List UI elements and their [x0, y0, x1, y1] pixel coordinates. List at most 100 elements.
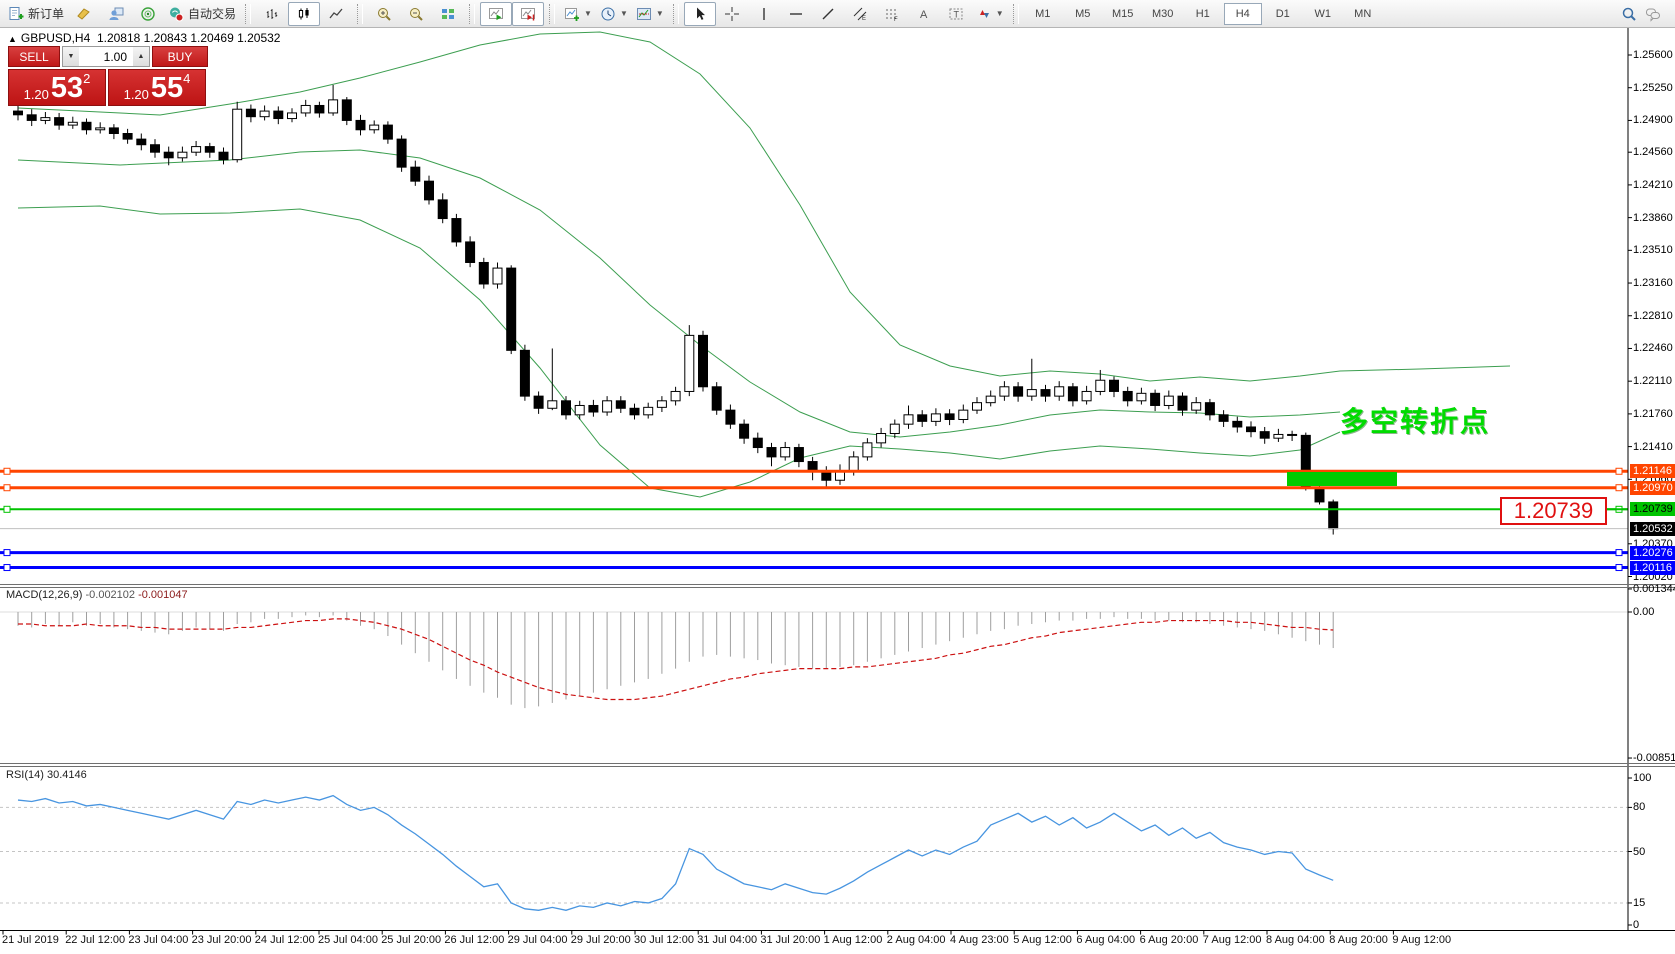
hline-1.20739[interactable] — [0, 505, 1628, 513]
candlestick-chart-button[interactable] — [288, 1, 321, 26]
candle — [382, 124, 393, 140]
candle — [917, 414, 928, 422]
timeframe-m5-button[interactable]: M5 — [1075, 7, 1091, 20]
candle — [944, 413, 955, 420]
volume-decrease-button[interactable]: ▼ — [63, 47, 79, 66]
turning-point-highlight-box[interactable] — [1287, 472, 1397, 486]
candle — [1259, 431, 1270, 439]
candles[interactable] — [13, 84, 1339, 535]
trendline-icon — [822, 8, 834, 19]
collapse-panel-arrow[interactable]: ▲ — [8, 34, 17, 44]
timeframe-m1-button[interactable]: M1 — [1035, 7, 1051, 20]
timeframe-d1-button[interactable]: D1 — [1275, 7, 1290, 20]
candle — [1122, 390, 1133, 402]
time-tick: 6 Aug 20:00 — [1139, 934, 1199, 946]
candle — [1204, 402, 1215, 416]
candle — [424, 180, 434, 201]
candle — [26, 114, 37, 121]
time-tick: 31 Jul 04:00 — [697, 934, 758, 946]
time-tick: 25 Jul 04:00 — [318, 934, 378, 946]
terminal-button[interactable] — [100, 2, 132, 26]
timeframe-h1-button[interactable]: H1 — [1195, 7, 1210, 20]
time-tick: 23 Jul 04:00 — [128, 934, 189, 946]
hline-1.20276[interactable] — [0, 549, 1628, 557]
macd-value-signal: -0.001047 — [138, 589, 188, 601]
text-tool-button[interactable]: A — [908, 2, 940, 26]
buy-price-box[interactable]: 1.20 55 4 — [108, 69, 206, 106]
volume-input[interactable] — [79, 47, 133, 66]
time-tick: 31 Jul 20:00 — [760, 934, 821, 946]
auto-scroll-button[interactable] — [480, 1, 513, 26]
tile-windows-button[interactable] — [432, 2, 464, 26]
candle — [1232, 420, 1243, 428]
chat-icon[interactable] — [1645, 6, 1661, 22]
channel-tool-button[interactable]: E — [844, 2, 876, 26]
text-icon: A — [920, 9, 928, 21]
add-indicator-button[interactable]: ▼ — [560, 2, 596, 26]
candle — [232, 108, 243, 161]
candle — [519, 349, 530, 397]
price-tag-1.20970: 1.20970 — [1630, 480, 1675, 495]
macd-title: MACD(12,26,9) — [6, 589, 83, 601]
autotrading-button[interactable]: 自动交易 — [164, 2, 240, 26]
rsi-scale-15: 15 — [1633, 896, 1646, 909]
hline-1.21146[interactable] — [0, 467, 1628, 475]
trendline-tool-button[interactable] — [812, 2, 844, 26]
toolbar-separator — [672, 3, 679, 24]
price-flag-label[interactable]: 1.20739 — [1500, 497, 1607, 525]
new-order-button[interactable]: 新订单 — [4, 2, 68, 26]
candle — [245, 108, 256, 118]
candle — [1013, 386, 1024, 397]
horizontal-line-tool-button[interactable] — [780, 2, 812, 26]
candle — [547, 400, 558, 409]
timeframe-w1-button[interactable]: W1 — [1314, 7, 1331, 20]
timeframe-mn-button[interactable]: MN — [1354, 7, 1372, 20]
candle — [410, 166, 421, 182]
fibonacci-tool-button[interactable]: F — [876, 2, 908, 26]
sell-button[interactable]: SELL — [8, 46, 60, 67]
candle — [602, 400, 613, 413]
zoom-in-button[interactable] — [368, 2, 400, 26]
hline-1.20116[interactable] — [0, 564, 1628, 572]
buy-price-main: 55 — [150, 72, 184, 104]
chart-shift-button[interactable] — [512, 1, 545, 26]
fibonacci-icon: F — [885, 9, 898, 22]
vertical-line-tool-button[interactable] — [748, 2, 780, 26]
turning-point-annotation[interactable]: 多空转折点 — [1340, 406, 1491, 437]
crosshair-tool-button[interactable] — [716, 2, 748, 26]
candle — [177, 151, 188, 159]
strategy-tester-button[interactable] — [132, 2, 164, 26]
search-icon[interactable] — [1621, 6, 1637, 22]
arrows-tool-button[interactable]: ▼ — [972, 2, 1008, 26]
rsi-value: 30.4146 — [46, 769, 87, 781]
timeframe-m15-button[interactable]: M15 — [1112, 7, 1134, 20]
sell-price-box[interactable]: 1.20 53 2 — [8, 69, 106, 106]
templates-button[interactable]: ▼ — [632, 2, 668, 26]
buy-button[interactable]: BUY — [152, 46, 208, 67]
clock-icon — [601, 7, 615, 20]
cursor-tool-button[interactable] — [683, 1, 716, 26]
timeframe-h4-button[interactable]: H4 — [1223, 2, 1262, 25]
time-tick: 29 Jul 20:00 — [570, 934, 631, 946]
periods-button[interactable]: ▼ — [596, 2, 632, 26]
bollinger-middle-band — [17, 149, 1341, 438]
price-tick-1.22460: 1.22460 — [1633, 342, 1673, 355]
timeframe-m30-button[interactable]: M30 — [1152, 7, 1174, 20]
bar-chart-button[interactable] — [256, 2, 288, 26]
strategy-tester-icon — [141, 6, 155, 21]
line-chart-button[interactable] — [320, 2, 352, 26]
zoom-out-button[interactable] — [400, 2, 432, 26]
metaeditor-button[interactable] — [68, 2, 100, 26]
bar-chart-icon — [266, 8, 278, 19]
price-tick-1.24560: 1.24560 — [1633, 146, 1673, 159]
hline-1.20970[interactable] — [0, 484, 1628, 492]
price-tick-1.21410: 1.21410 — [1633, 440, 1673, 453]
volume-increase-button[interactable]: ▲ — [133, 47, 149, 66]
sell-price-pip: 2 — [83, 71, 91, 86]
candle — [1191, 402, 1202, 411]
text-label-tool-button[interactable]: T — [940, 2, 972, 26]
candle — [54, 117, 65, 126]
chart-title: ▲ GBPUSD,H4 1.20818 1.20843 1.20469 1.205… — [8, 31, 280, 45]
candle — [67, 121, 78, 126]
